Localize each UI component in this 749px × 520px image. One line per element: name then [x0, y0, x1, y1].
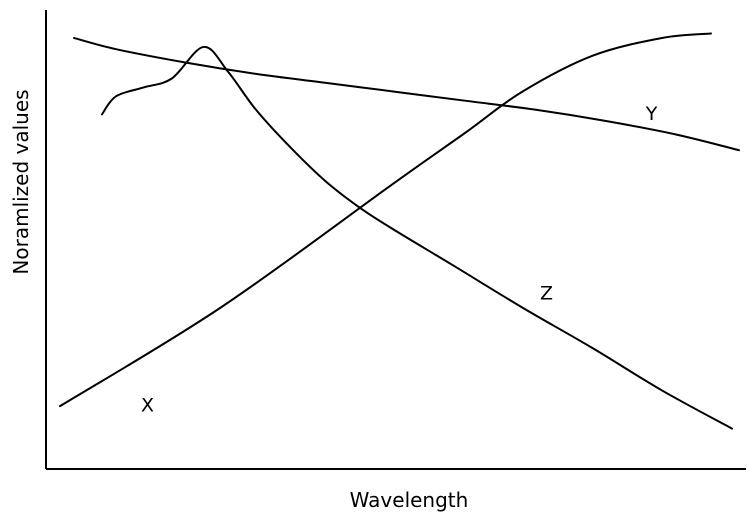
y-axis-label: Noramlized values — [9, 89, 33, 274]
series-layer — [59, 32, 740, 430]
series-y-line — [73, 36, 740, 152]
series-x-line — [59, 32, 712, 408]
series-label-x: X — [141, 395, 154, 417]
series-label-y: Y — [645, 103, 658, 125]
x-axis-label: Wavelength — [350, 488, 469, 512]
series-z-line — [101, 45, 733, 430]
annotation-layer: X Y Z — [141, 103, 658, 417]
series-label-z: Z — [540, 282, 553, 304]
